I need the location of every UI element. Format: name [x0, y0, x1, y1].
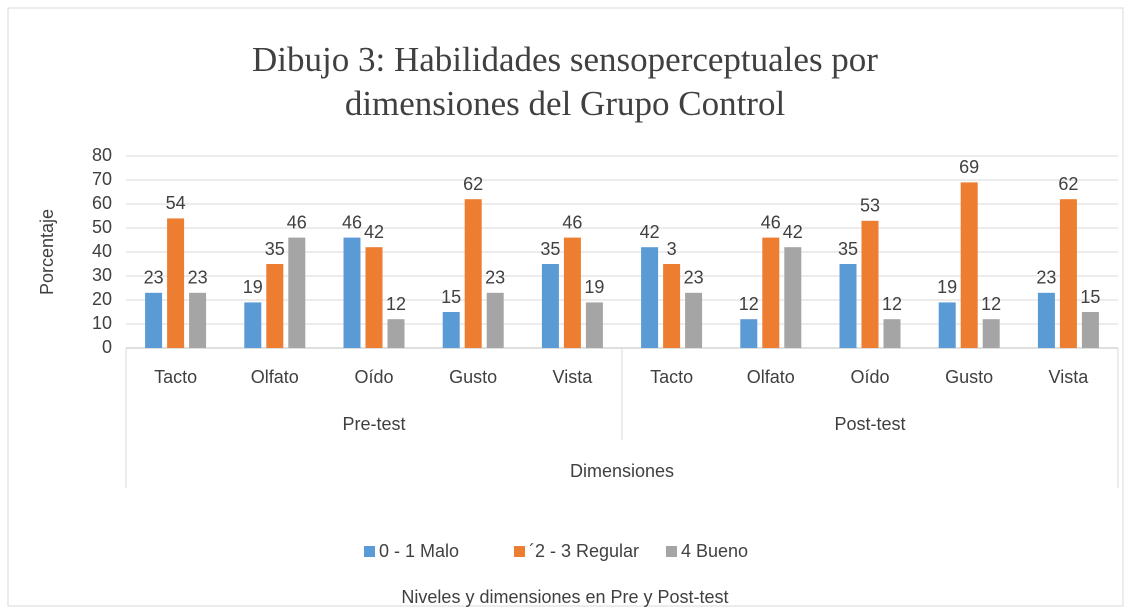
legend-label: 0 - 1 Malo — [379, 541, 459, 561]
x-tick-label: Oído — [850, 367, 889, 387]
bar — [343, 237, 361, 348]
y-tick-label: 50 — [92, 217, 112, 237]
data-label: 46 — [562, 212, 582, 232]
bar — [839, 264, 857, 348]
legend-swatch — [666, 546, 677, 557]
data-label: 54 — [166, 193, 186, 213]
bar — [167, 218, 185, 348]
bar — [784, 247, 802, 348]
bar — [563, 237, 581, 348]
bar — [486, 292, 504, 348]
bar — [145, 292, 163, 348]
y-tick-label: 80 — [92, 145, 112, 165]
x-tick-label: Olfato — [251, 367, 299, 387]
legend-label: 4 Bueno — [681, 541, 748, 561]
y-tick-label: 70 — [92, 169, 112, 189]
data-label: 62 — [1058, 174, 1078, 194]
bar — [442, 312, 460, 348]
data-label: 12 — [882, 294, 902, 314]
bar — [1037, 292, 1055, 348]
data-label: 35 — [540, 239, 560, 259]
bar — [365, 247, 383, 348]
bar — [663, 264, 681, 348]
data-label: 12 — [386, 294, 406, 314]
data-label: 62 — [463, 174, 483, 194]
bar — [585, 302, 603, 348]
y-tick-label: 30 — [92, 265, 112, 285]
data-label: 42 — [783, 222, 803, 242]
bar — [740, 319, 758, 348]
legend-swatch — [514, 546, 525, 557]
data-label: 35 — [838, 239, 858, 259]
y-tick-label: 20 — [92, 289, 112, 309]
data-label: 23 — [684, 268, 704, 288]
data-label: 3 — [667, 239, 677, 259]
y-tick-label: 10 — [92, 313, 112, 333]
data-label: 46 — [287, 212, 307, 232]
x-tick-label: Gusto — [945, 367, 993, 387]
data-label: 69 — [959, 157, 979, 177]
bar — [982, 319, 1000, 348]
bar — [1081, 312, 1099, 348]
data-label: 19 — [584, 277, 604, 297]
x-tick-label: Olfato — [747, 367, 795, 387]
data-label: 46 — [342, 212, 362, 232]
data-label: 12 — [981, 294, 1001, 314]
bar — [762, 237, 780, 348]
x-tick-label: Tacto — [154, 367, 197, 387]
bar — [883, 319, 901, 348]
footer: Niveles y dimensiones en Pre y Post-test — [401, 587, 728, 607]
x-tick-label: Tacto — [650, 367, 693, 387]
bar — [960, 182, 978, 348]
chart-title: Dibujo 3: Habilidades sensoperceptuales … — [252, 40, 878, 123]
data-label: 15 — [441, 287, 461, 307]
bar — [861, 220, 879, 348]
bar — [541, 264, 559, 348]
data-label: 15 — [1080, 287, 1100, 307]
group-label: Post-test — [834, 414, 905, 434]
data-label: 42 — [640, 222, 660, 242]
x-tick-label: Oído — [354, 367, 393, 387]
y-tick-label: 60 — [92, 193, 112, 213]
y-tick-label: 0 — [102, 337, 112, 357]
data-label: 42 — [364, 222, 384, 242]
x-tick-label: Vista — [1049, 367, 1090, 387]
bar — [685, 292, 703, 348]
x-tick-label: Gusto — [449, 367, 497, 387]
data-label: 46 — [761, 212, 781, 232]
data-label: 19 — [243, 277, 263, 297]
bar — [641, 247, 659, 348]
y-axis-title: Porcentaje — [37, 209, 57, 295]
group-label: Pre-test — [342, 414, 405, 434]
data-label: 23 — [188, 268, 208, 288]
chart-border — [7, 7, 1124, 607]
bar — [464, 199, 482, 348]
y-tick-label: 40 — [92, 241, 112, 261]
legend-label: ´2 - 3 Regular — [529, 541, 639, 561]
x-tick-label: Vista — [553, 367, 594, 387]
bar — [189, 292, 207, 348]
x-axis-title: Dimensiones — [570, 461, 674, 481]
bar — [266, 264, 284, 348]
data-label: 19 — [937, 277, 957, 297]
data-label: 53 — [860, 196, 880, 216]
data-label: 23 — [1036, 268, 1056, 288]
bar — [244, 302, 262, 348]
data-label: 12 — [739, 294, 759, 314]
data-label: 23 — [144, 268, 164, 288]
bar — [387, 319, 405, 348]
data-label: 23 — [485, 268, 505, 288]
bar — [288, 237, 306, 348]
bar — [1059, 199, 1077, 348]
legend-swatch — [364, 546, 375, 557]
data-label: 35 — [265, 239, 285, 259]
bar — [938, 302, 956, 348]
